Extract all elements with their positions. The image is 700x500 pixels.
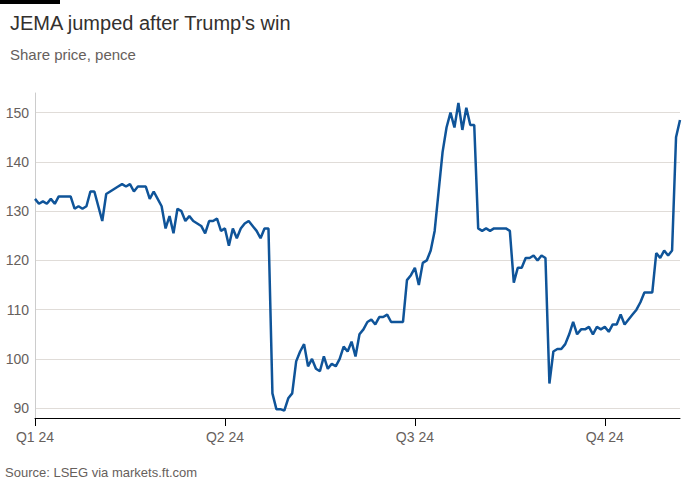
svg-text:130: 130 — [6, 203, 30, 219]
svg-text:Q2 24: Q2 24 — [206, 429, 244, 445]
svg-text:JEMA jumped after Trump's win: JEMA jumped after Trump's win — [10, 12, 291, 34]
svg-text:Q1 24: Q1 24 — [16, 429, 54, 445]
svg-text:Source: LSEG via markets.ft.co: Source: LSEG via markets.ft.com — [5, 465, 197, 480]
svg-text:Q3 24: Q3 24 — [396, 429, 434, 445]
svg-text:Q4 24: Q4 24 — [586, 429, 624, 445]
svg-text:140: 140 — [6, 154, 30, 170]
svg-text:90: 90 — [13, 400, 29, 416]
svg-text:120: 120 — [6, 252, 30, 268]
svg-text:150: 150 — [6, 105, 30, 121]
svg-text:Share price, pence: Share price, pence — [10, 46, 136, 63]
svg-text:110: 110 — [7, 302, 30, 318]
svg-text:100: 100 — [6, 351, 30, 367]
